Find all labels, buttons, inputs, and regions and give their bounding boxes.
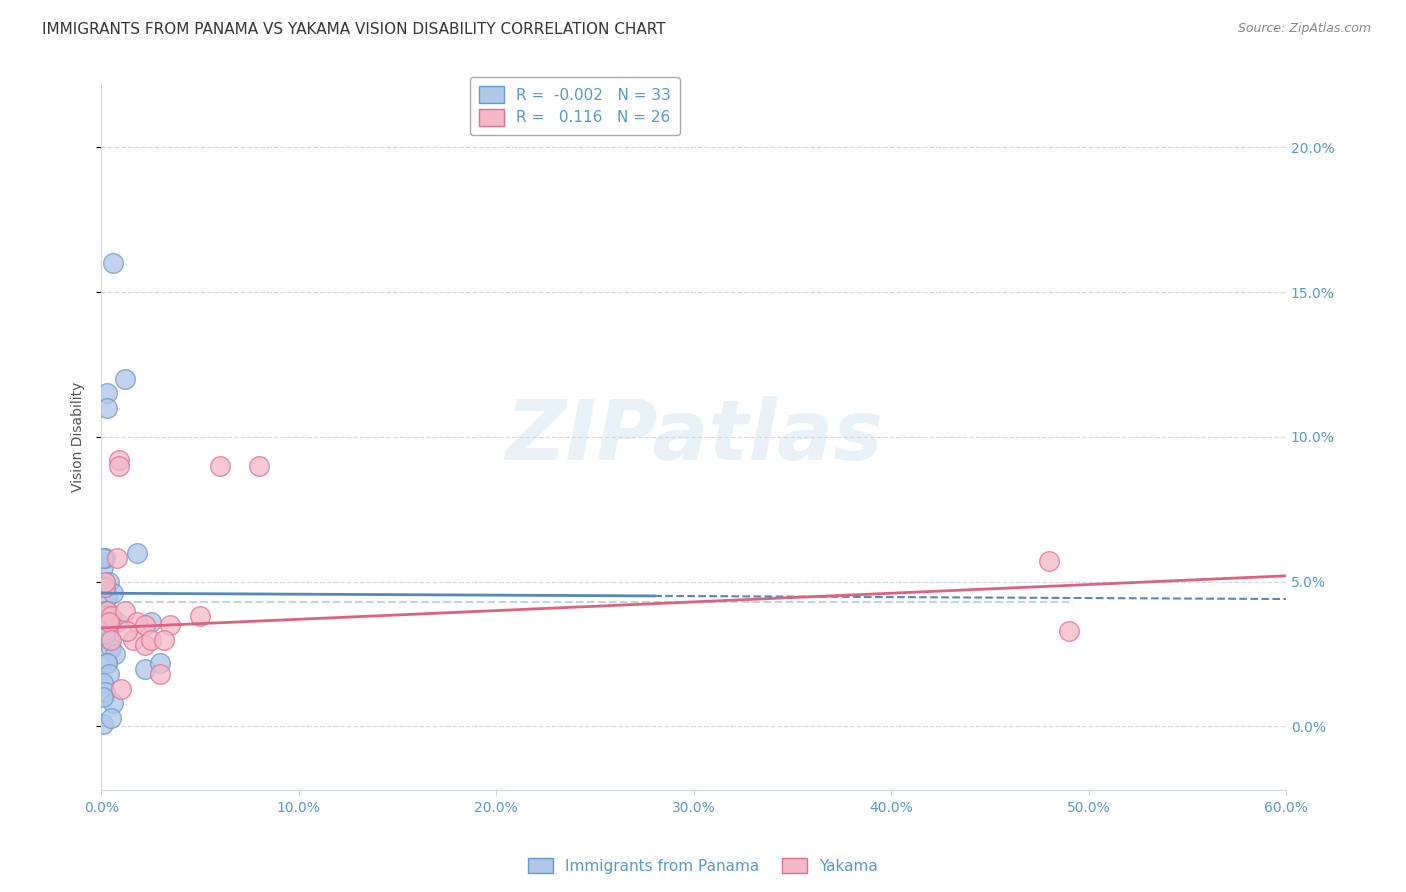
Point [188, 609, 211, 624]
Point [94, 581, 117, 595]
Point [134, 638, 156, 652]
Point [91, 551, 114, 566]
Point [104, 647, 127, 661]
Point [96, 604, 118, 618]
Point [94, 551, 117, 566]
Point [159, 618, 181, 632]
Text: IMMIGRANTS FROM PANAMA VS YAKAMA VISION DISABILITY CORRELATION CHART: IMMIGRANTS FROM PANAMA VS YAKAMA VISION … [42, 22, 666, 37]
Point [100, 641, 122, 656]
Point [134, 661, 156, 675]
Point [108, 453, 131, 467]
Point [91, 716, 114, 731]
Point [94, 574, 117, 589]
Point [94, 574, 117, 589]
Point [105, 551, 128, 566]
Point [94, 684, 117, 698]
Point [98, 615, 121, 630]
Point [96, 656, 118, 670]
Point [96, 589, 118, 603]
Y-axis label: Vision Disability: Vision Disability [72, 382, 86, 492]
Point [125, 546, 148, 560]
Point [94, 609, 117, 624]
Point [96, 401, 118, 415]
Point [139, 632, 162, 647]
Point [125, 615, 148, 630]
Point [94, 581, 117, 595]
Point [115, 624, 138, 638]
Point [149, 667, 172, 681]
Point [96, 604, 118, 618]
Point [101, 586, 124, 600]
Point [105, 615, 128, 630]
Point [134, 618, 156, 632]
Point [1057, 624, 1080, 638]
Point [247, 458, 270, 473]
Point [101, 696, 124, 710]
Point [208, 458, 231, 473]
Point [96, 656, 118, 670]
Point [98, 632, 121, 647]
Point [91, 690, 114, 705]
Point [100, 615, 122, 630]
Point [100, 609, 122, 624]
Point [100, 632, 122, 647]
Legend: R =  -0.002   N = 33, R =   0.116   N = 26: R = -0.002 N = 33, R = 0.116 N = 26 [470, 77, 681, 135]
Point [98, 667, 121, 681]
Text: ZIPatlas: ZIPatlas [505, 396, 883, 477]
Point [114, 372, 136, 386]
Point [153, 632, 176, 647]
Point [108, 458, 131, 473]
Legend: Immigrants from Panama, Yakama: Immigrants from Panama, Yakama [522, 852, 884, 880]
Point [94, 604, 117, 618]
Point [91, 560, 114, 574]
Point [91, 676, 114, 690]
Point [149, 656, 172, 670]
Point [96, 386, 118, 401]
Point [110, 681, 132, 696]
Point [1038, 554, 1060, 568]
Point [101, 256, 124, 270]
Point [98, 574, 121, 589]
Point [121, 632, 143, 647]
Point [139, 615, 162, 630]
Point [100, 711, 122, 725]
Text: Source: ZipAtlas.com: Source: ZipAtlas.com [1237, 22, 1371, 36]
Point [114, 604, 136, 618]
Point [94, 626, 117, 640]
